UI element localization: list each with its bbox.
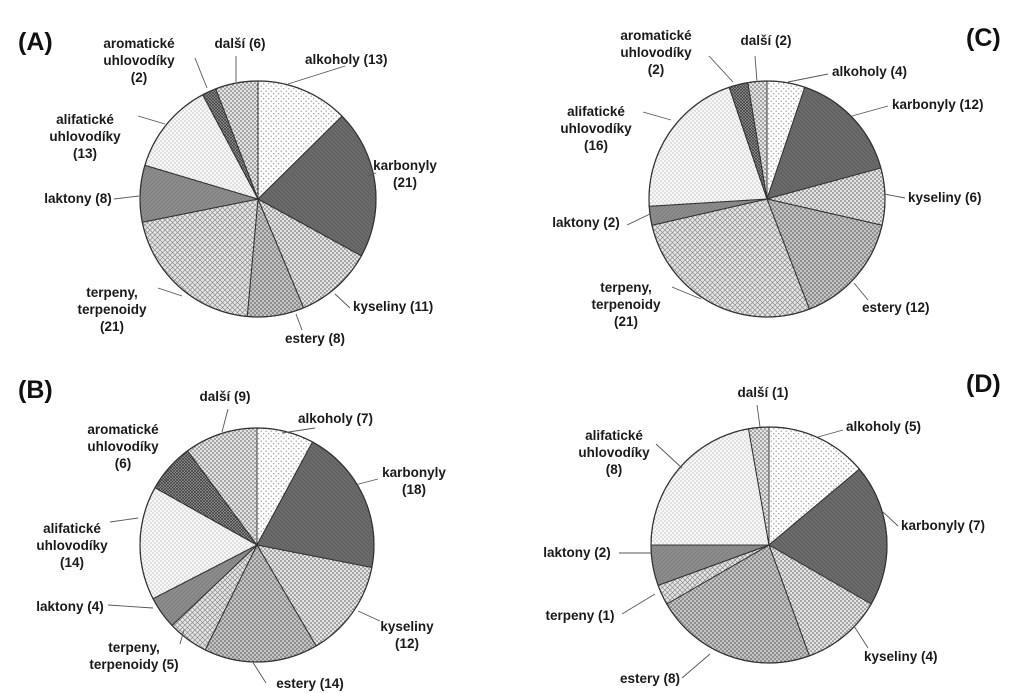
leader-line-1-7 — [156, 477, 171, 487]
leader-line-0-5 — [113, 195, 140, 200]
slice-label-3-4: terpeny (1) — [545, 608, 614, 623]
slice-label-0-0: alkoholy (13) — [305, 52, 388, 67]
slice-label-2-6: alifatické uhlovodíky (16) — [560, 104, 632, 153]
slice-label-0-8: další (6) — [214, 36, 265, 51]
pie-outline-0 — [139, 80, 377, 318]
leader-line-1-2 — [357, 610, 381, 622]
panel-label-d: (D) — [966, 370, 1001, 398]
leader-line-3-6 — [655, 443, 683, 469]
leader-line-2-8 — [754, 55, 758, 83]
pie-outline-3 — [650, 426, 888, 664]
slice-label-3-2: kyseliny (4) — [864, 649, 938, 664]
slice-label-1-2: kyseliny (12) — [380, 619, 434, 651]
leader-line-0-4 — [157, 287, 183, 297]
slice-label-0-6: alifatické uhlovodíky (13) — [49, 112, 121, 161]
slice-label-3-0: alkoholy (5) — [846, 419, 921, 434]
slice-label-3-5: laktony (2) — [543, 545, 611, 560]
leader-line-2-0 — [787, 73, 829, 83]
leader-line-2-1 — [851, 105, 889, 117]
leader-line-3-2 — [853, 625, 869, 649]
slice-label-0-1: karbonyly (21) — [373, 158, 437, 190]
slice-label-1-3: estery (14) — [276, 676, 344, 691]
pie-chart-a: alkoholy (13) karbonyly (21) kyseliny (11) e… — [44, 36, 437, 346]
leader-line-1-6 — [109, 517, 139, 523]
leader-line-2-2 — [883, 193, 906, 199]
leader-line-3-4 — [621, 593, 656, 615]
slice-label-0-3: estery (8) — [285, 331, 345, 346]
leader-line-2-7 — [708, 55, 734, 83]
leader-line-0-2 — [334, 293, 351, 309]
leader-line-3-1 — [882, 511, 899, 527]
slice-label-2-1: karbonyly (12) — [892, 97, 984, 112]
slice-label-3-1: karbonyly (7) — [901, 518, 985, 533]
slice-label-1-8: další (9) — [199, 389, 250, 404]
slice-label-0-4: terpeny, terpenoidy (21) — [77, 285, 147, 334]
panel-label-a: (A) — [18, 28, 53, 56]
leader-line-3-7 — [756, 404, 761, 428]
leader-line-1-3 — [251, 660, 267, 684]
slice-label-0-2: kyseliny (11) — [353, 299, 433, 314]
pie-chart-d: alkoholy (5) karbonyly (7) kyseliny (4) est… — [543, 385, 985, 686]
pie-chart-b: alkoholy (7) karbonyly (18) kyseliny (12) est… — [36, 389, 446, 691]
leader-line-0-1 — [367, 172, 377, 177]
slice-label-1-5: laktony (4) — [36, 599, 104, 614]
slice-label-3-3: estery (8) — [620, 671, 680, 686]
leader-line-1-5 — [107, 604, 154, 609]
leader-line-2-3 — [853, 282, 869, 301]
leader-line-0-6 — [137, 115, 166, 125]
slice-label-1-4: terpeny, terpenoidy (5) — [89, 640, 178, 672]
leader-line-2-6 — [642, 111, 672, 121]
slice-label-1-0: alkoholy (7) — [298, 411, 373, 426]
leader-line-1-1 — [354, 478, 379, 486]
slice-label-1-1: karbonyly (18) — [382, 465, 446, 497]
slice-label-3-7: další (1) — [737, 385, 788, 400]
leader-line-2-5 — [626, 213, 651, 226]
slice-label-2-3: estery (12) — [862, 300, 930, 315]
slice-label-1-7: aromatické uhlovodíky (6) — [87, 422, 159, 471]
panel-label-b: (B) — [18, 376, 53, 404]
leader-line-1-0 — [281, 427, 316, 434]
slice-label-0-7: aromatické uhlovodíky (2) — [103, 36, 175, 85]
pie-outline-1 — [139, 427, 375, 663]
slice-label-2-8: další (2) — [740, 33, 791, 48]
slice-label-3-6: alifatické uhlovodíky (8) — [578, 428, 650, 477]
leader-line-0-0 — [287, 65, 346, 85]
slice-label-2-7: aromatické uhlovodíky (2) — [620, 28, 692, 77]
leader-line-1-8 — [221, 408, 229, 433]
slice-label-2-2: kyseliny (6) — [908, 190, 982, 205]
slice-label-2-4: terpeny, terpenoidy (21) — [591, 280, 661, 329]
panel-label-c: (C) — [966, 24, 1001, 52]
slice-label-0-5: laktony (8) — [44, 191, 112, 206]
leader-line-1-4 — [179, 629, 185, 645]
leader-line-3-0 — [817, 429, 844, 438]
leader-line-0-7 — [194, 57, 208, 89]
slice-label-2-5: laktony (2) — [552, 215, 620, 230]
pie-outline-2 — [648, 80, 886, 318]
leader-line-3-3 — [681, 653, 711, 679]
leader-line-2-4 — [671, 286, 702, 300]
leader-line-0-3 — [295, 313, 303, 331]
pie-chart-c: alkoholy (4) karbonyly (12) kyseliny (6) es… — [552, 28, 983, 329]
slice-label-2-0: alkoholy (4) — [832, 64, 907, 79]
slice-label-1-6: alifatické uhlovodíky (14) — [36, 521, 108, 570]
